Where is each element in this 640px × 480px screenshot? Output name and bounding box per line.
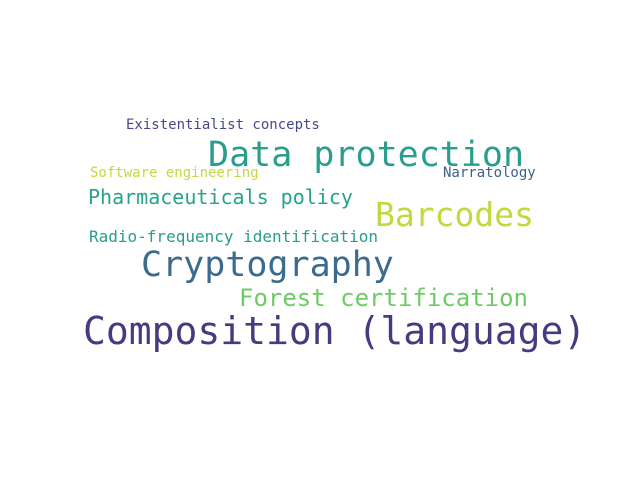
word-software-engineering: Software engineering [90, 165, 259, 181]
word-forest-certification: Forest certification [239, 284, 528, 312]
word-narratology: Narratology [443, 165, 536, 181]
word-existentialist-concepts: Existentialist concepts [126, 117, 320, 133]
word-composition-language: Composition (language) [83, 309, 587, 353]
word-data-protection: Data protection [208, 135, 525, 175]
word-pharmaceuticals-policy: Pharmaceuticals policy [88, 185, 353, 209]
word-radio-frequency-identification: Radio-frequency identification [89, 227, 378, 246]
word-barcodes: Barcodes [375, 195, 534, 234]
word-cryptography: Cryptography [141, 245, 394, 285]
